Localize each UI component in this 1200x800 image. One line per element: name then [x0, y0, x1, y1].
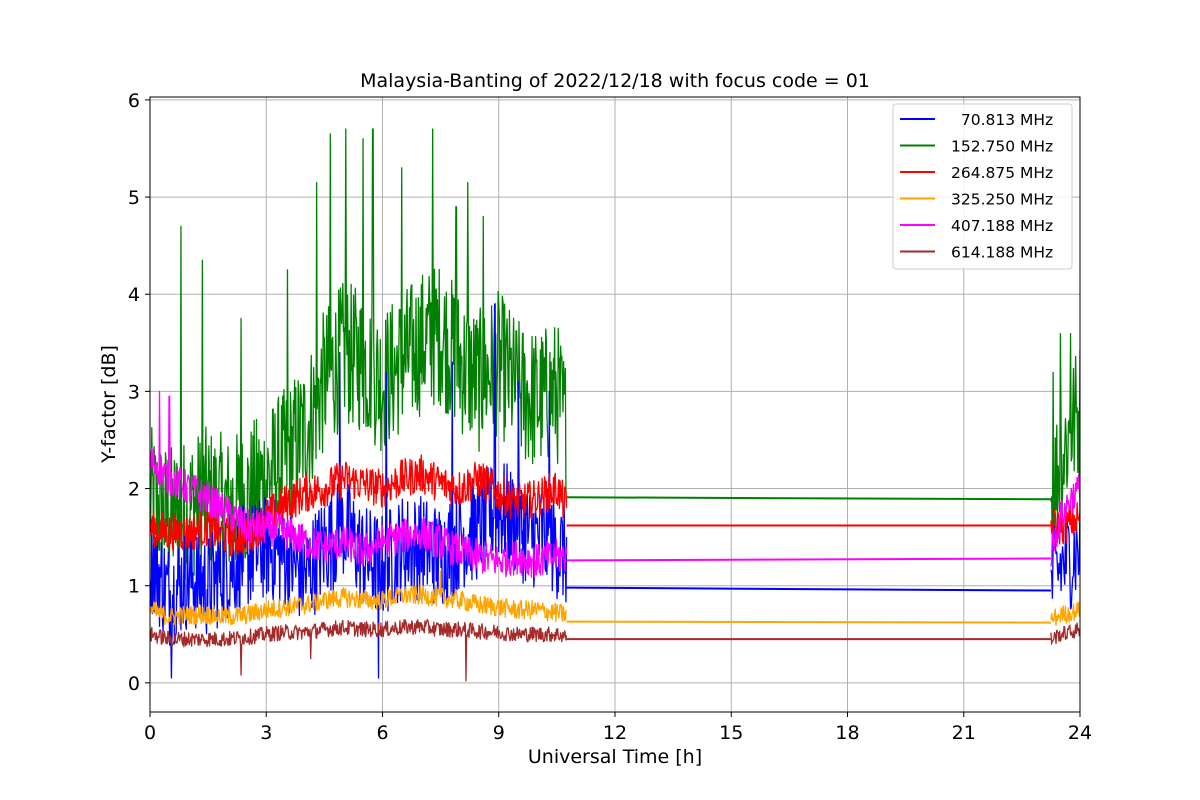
legend: 70.813 MHz 152.750 MHz 264.875 MHz 325.250 … [892, 103, 1073, 270]
series-line-after [1050, 622, 1080, 646]
y-tick-label: 3 [128, 381, 140, 403]
series-5 [150, 618, 1080, 682]
y-tick-label: 4 [128, 284, 140, 306]
x-tick-label: 12 [603, 722, 627, 744]
legend-entry-label: 325.250 MHz [951, 191, 1053, 209]
legend-entry-label: 70.813 MHz [951, 111, 1053, 129]
series-line-after [1050, 474, 1080, 567]
series-line-gap [566, 557, 1051, 562]
series-line-main [150, 128, 568, 582]
x-tick-label: 0 [144, 722, 156, 744]
y-tick-label: 5 [128, 187, 140, 209]
series-1 [150, 128, 1080, 582]
x-tick-label: 15 [719, 722, 743, 744]
series-line-main [150, 570, 568, 626]
series-4 [150, 390, 1080, 578]
x-tick-label: 21 [952, 722, 976, 744]
x-tick-label: 6 [376, 722, 388, 744]
y-tick-label: 1 [128, 576, 140, 598]
x-tick-label: 18 [835, 722, 859, 744]
plot-area [150, 128, 1080, 682]
series-line-after [1050, 333, 1080, 560]
y-tick-label: 0 [128, 673, 140, 695]
chart-title: Malaysia-Banting of 2022/12/18 with focu… [360, 70, 870, 92]
series-line-main [150, 390, 568, 578]
legend-entry-label: 407.188 MHz [951, 217, 1053, 235]
y-tick-label: 6 [128, 90, 140, 112]
series-line-main [150, 618, 568, 682]
series-line-main [150, 454, 568, 557]
series-3 [150, 570, 1080, 626]
x-axis-label: Universal Time [h] [528, 746, 702, 768]
series-line-gap [566, 586, 1051, 592]
legend-box [892, 103, 1073, 270]
legend-entry-label: 614.188 MHz [951, 244, 1053, 262]
legend-entry-label: 264.875 MHz [951, 164, 1053, 182]
legend-entry-label: 152.750 MHz [951, 138, 1053, 156]
y-axis-label: Y-factor [dB] [98, 345, 120, 464]
series-line-gap [566, 496, 1051, 501]
x-tick-label: 24 [1068, 722, 1092, 744]
x-axis-ticks: 0 3 6 9 12 15 18 21 24 [144, 712, 1092, 744]
x-tick-label: 3 [260, 722, 272, 744]
series-line-after [1050, 601, 1080, 626]
y-tick-label: 2 [128, 479, 140, 501]
x-tick-label: 9 [493, 722, 505, 744]
series-line-gap [566, 620, 1051, 624]
y-axis-ticks: 0 1 2 3 4 5 6 [128, 90, 150, 695]
series-line-main [150, 303, 568, 679]
